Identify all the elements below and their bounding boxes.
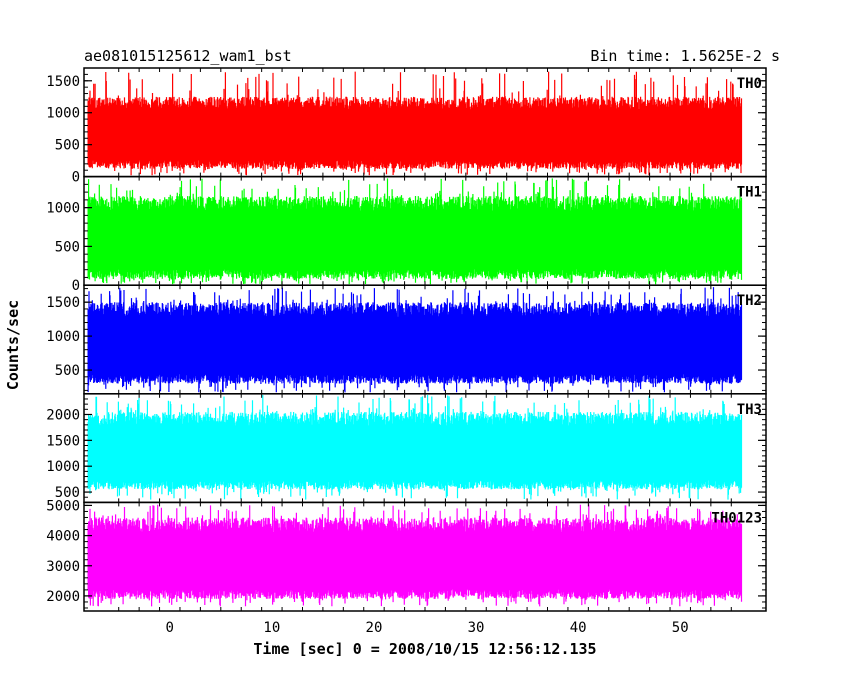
y-tick-label: 2000 [46,589,80,605]
figure-title: ae081015125612_wam1_bst [84,47,292,65]
y-tick-label: 0 [72,278,80,294]
series-th0123 [87,504,743,607]
y-tick-label: 2000 [46,407,80,423]
x-tick-label: 50 [672,620,689,636]
y-tick-label: 0 [72,170,80,186]
y-tick-label: 1000 [46,106,80,122]
y-tick-label: 5000 [46,498,80,514]
y-tick-label: 500 [55,485,80,501]
x-axis: 0 10 20 30 40 50 [166,620,689,636]
x-tick-label: 0 [166,620,174,636]
series-th2 [87,287,743,393]
panel-label: TH3 [737,402,762,418]
y-tick-label: 500 [55,138,80,154]
y-tick-label: 1000 [46,459,80,475]
series-th0 [87,71,743,176]
panel-th1: 0 500 1000 TH1 [46,175,767,294]
panel-label: TH0 [737,76,762,92]
y-tick-label: 500 [55,239,80,255]
x-tick-label: 30 [468,620,485,636]
panel-th0: 0 500 1000 1500 TH0 [46,67,767,186]
series-th1 [87,178,743,285]
panel-label: TH0123 [711,510,762,526]
series-th3 [87,395,743,500]
x-tick-label: 20 [366,620,383,636]
panel-th3: 500 1000 1500 2000 TH3 [46,393,767,504]
y-tick-label: 3000 [46,559,80,575]
x-tick-label: 40 [570,620,587,636]
y-tick-label: 1000 [46,329,80,345]
y-tick-label: 1000 [46,201,80,217]
y-axis-title: Counts/sec [4,300,22,390]
y-tick-label: 4000 [46,529,80,545]
bin-time-label: Bin time: 1.5625E-2 s [590,47,780,65]
y-tick-label: 1500 [46,74,80,90]
panel-label: TH2 [737,293,762,309]
panel-th0123: 2000 3000 4000 5000 TH0123 [46,498,767,612]
y-tick-label: 500 [55,363,80,379]
panel-label: TH1 [737,185,762,201]
panel-th2: 500 1000 1500 TH2 [46,284,767,395]
panels-group: 0 500 1000 1500 TH0 0 500 1000 TH1 500 1000 1500 TH2… [46,67,767,612]
y-tick-label: 1500 [46,295,80,311]
y-tick-label: 1500 [46,433,80,449]
x-axis-title: Time [sec] 0 = 2008/10/15 12:56:12.135 [253,640,596,658]
x-tick-label: 10 [263,620,280,636]
